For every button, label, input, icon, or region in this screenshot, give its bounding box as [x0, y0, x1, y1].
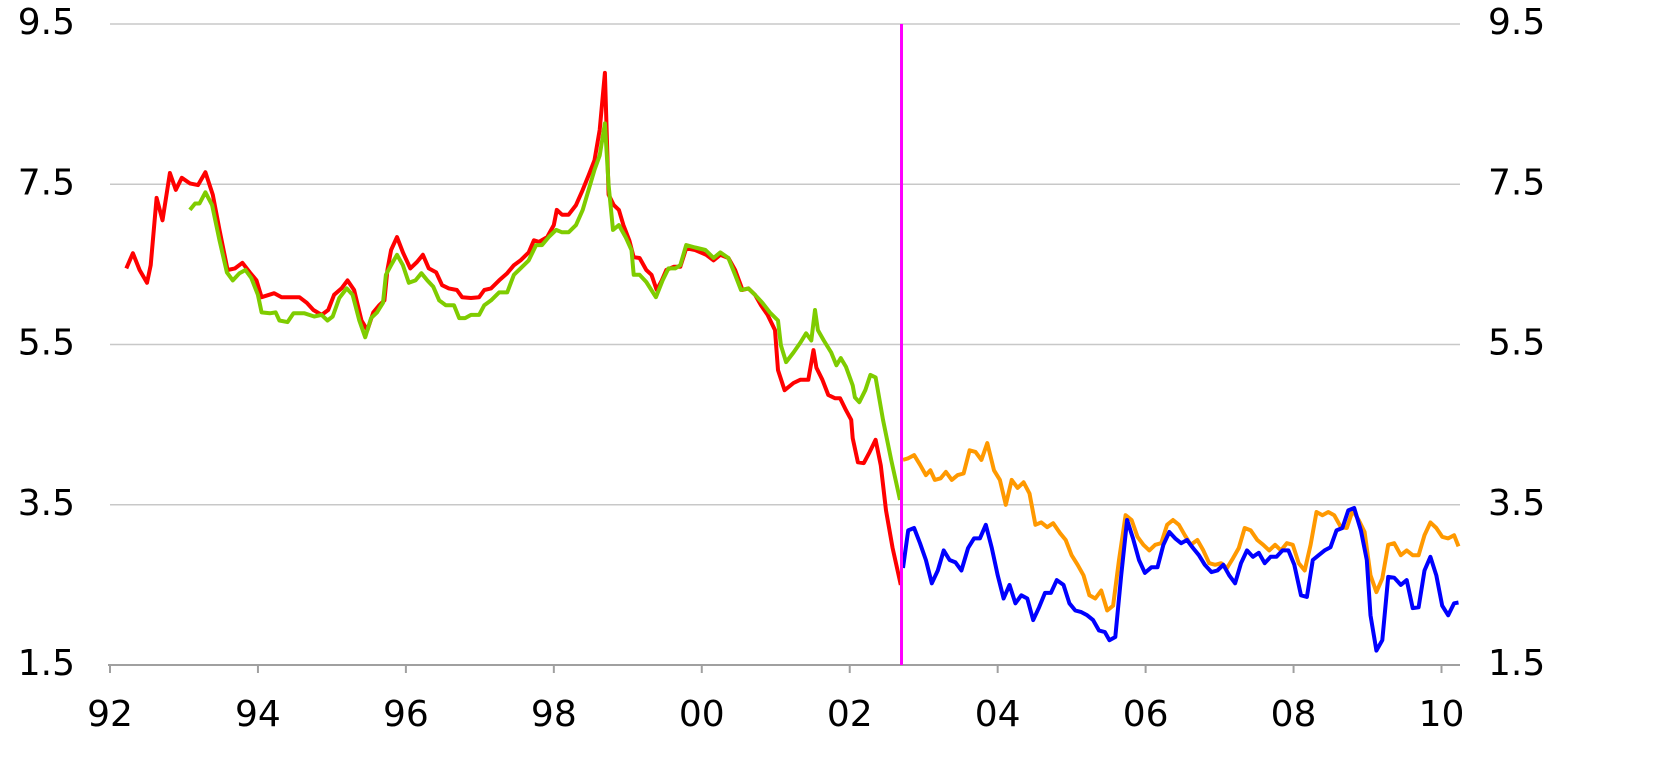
y2-tick-label: 5.5 — [1488, 323, 1545, 364]
y-tick-label: 3.5 — [18, 483, 75, 524]
y2-tick-label: 1.5 — [1488, 643, 1545, 684]
x-tick-label: 06 — [1123, 694, 1169, 735]
y-tick-label: 9.5 — [18, 2, 75, 43]
x-tick-label: 10 — [1419, 694, 1465, 735]
x-tick-label: 92 — [87, 694, 133, 735]
line-series — [902, 441, 1461, 613]
y-tick-label: 1.5 — [18, 643, 75, 684]
x-tick-label: 94 — [235, 694, 281, 735]
y2-tick-label: 3.5 — [1488, 483, 1545, 524]
x-tick-label: 02 — [827, 694, 873, 735]
x-tick-label: 00 — [679, 694, 725, 735]
y2-tick-label: 9.5 — [1488, 2, 1545, 43]
x-tick-label: 08 — [1271, 694, 1317, 735]
y-tick-label: 5.5 — [18, 323, 75, 364]
y2-tick-label: 7.5 — [1488, 162, 1545, 203]
line-series — [188, 121, 902, 501]
x-tick-label: 96 — [383, 694, 429, 735]
x-tick-label: 04 — [975, 694, 1021, 735]
x-tick-label: 98 — [531, 694, 577, 735]
line-series — [124, 70, 903, 586]
line-series — [901, 506, 1459, 653]
y-tick-label: 7.5 — [18, 162, 75, 203]
